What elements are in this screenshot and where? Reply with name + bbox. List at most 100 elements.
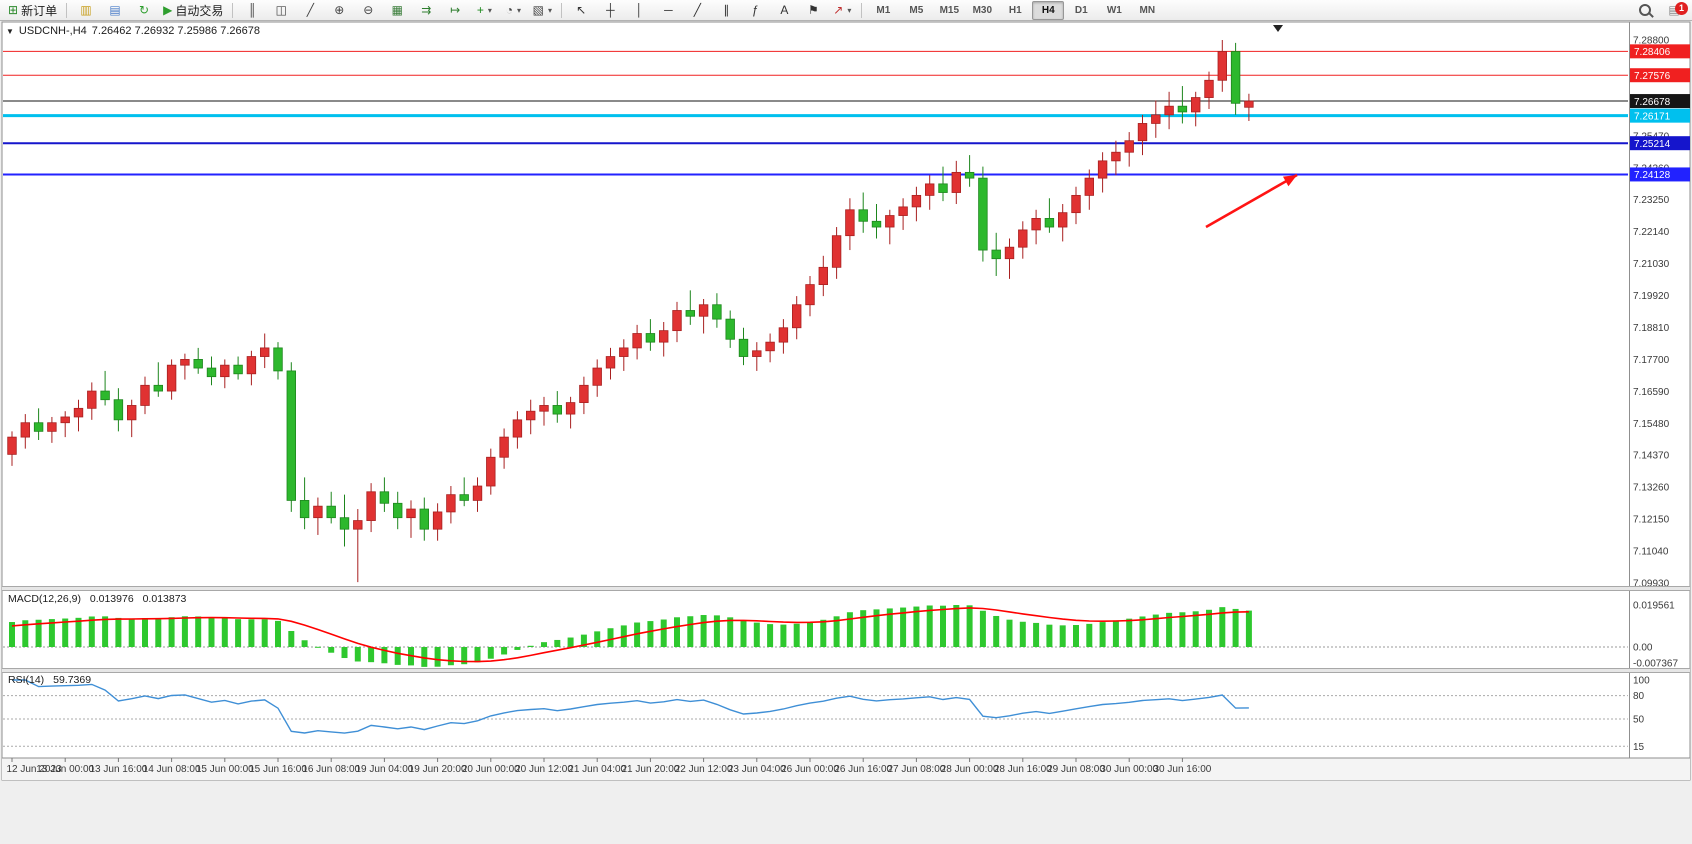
candle-body [499,436,509,458]
periods-button[interactable]: ◔ ▾ [499,1,527,20]
text-label-button[interactable]: ⚑ [799,1,827,20]
chart-shift-button[interactable]: ↦ [441,1,469,20]
candle-body [366,491,376,521]
bar-chart-button[interactable]: ║ [238,1,266,20]
macd-histogram-bar [900,607,907,647]
text-icon: A [780,3,789,17]
macd-axis-tick: 0.00 [1633,643,1653,654]
toolbar-separator [232,2,234,18]
equidistant-channel-button[interactable]: ∥ [712,1,740,20]
trendline-button[interactable]: ╱ [683,1,711,20]
y-axis-tick: 7.18810 [1633,323,1670,334]
templates-button[interactable]: ▧ ▾ [528,1,556,20]
timeframe-m1-button[interactable]: M1 [876,4,891,16]
candle-body [951,171,962,193]
macd-histogram-bar [142,618,148,647]
symbol-dropdown-icon[interactable]: ▼ [6,26,14,36]
macd-histogram-bar [221,617,228,647]
macd-histogram-bar [75,617,82,647]
x-axis-label: 14 Jun 08:00 [143,764,201,775]
timeframe-m15-button[interactable]: M15 [939,4,960,16]
fibonacci-button[interactable]: ƒ [741,1,769,20]
timeframe-w1-button[interactable]: W1 [1106,4,1122,16]
timeframe-d1-button[interactable]: D1 [1074,4,1088,16]
search-button[interactable] [1631,1,1659,20]
macd-histogram-bar [979,610,986,647]
timeframe-m30-button[interactable]: M30 [972,4,993,16]
date-axis-strip[interactable] [2,758,1690,780]
candlestick-chart-button[interactable]: ◫ [267,1,295,20]
indicators-button[interactable]: + ▾ [470,1,498,20]
candle-body [925,183,935,196]
crosshair-button[interactable]: ┼ [596,1,624,20]
candle-body [326,505,336,519]
x-axis-label: 22 Jun 12:00 [675,764,733,775]
templates-icon: ▧ [532,3,544,17]
periods-icon: ◔ [505,3,513,17]
annotation-arrow-line[interactable] [1205,173,1298,229]
panel-splitter[interactable] [2,586,1690,591]
candle-body [712,304,722,320]
zoom-in-icon: ⊕ [334,3,345,17]
x-axis-label: 20 Jun 12:00 [515,764,573,775]
candle-body [246,356,257,375]
macd-histogram-bar [966,605,973,647]
candle-body [432,511,443,530]
price-line-label: 7.25214 [1634,139,1671,150]
candle-body [472,485,483,501]
macd-histogram-bar [487,647,494,659]
macd-histogram-bar [394,647,401,665]
auto-scroll-button[interactable]: ⇉ [412,1,440,20]
y-axis-tick: 7.17700 [1633,355,1670,366]
line-chart-button[interactable]: ╱ [296,1,324,20]
market-watch-button[interactable]: ▥ [72,1,100,20]
y-axis-tick: 7.09930 [1633,579,1670,590]
panel-splitter[interactable] [2,668,1690,673]
cursor-button[interactable]: ↖ [567,1,595,20]
navigator-button[interactable]: ▤ [101,1,129,20]
macd-histogram-bar [687,616,694,647]
notifications-button[interactable]: ▤ 1 [1660,1,1688,20]
macd-histogram-bar [9,622,15,647]
y-axis-tick: 7.11040 [1633,547,1669,558]
horizontal-line-button[interactable]: ─ [654,1,682,20]
macd-histogram-bar [886,608,893,647]
chart-shift-marker-icon[interactable] [1273,25,1283,32]
text-button[interactable]: A [770,1,798,20]
macd-histogram-bar [88,616,95,647]
timeframe-mn-button[interactable]: MN [1139,4,1156,16]
candle-body [1044,218,1055,228]
macd-histogram-bar [767,624,774,647]
macd-histogram-bar [368,647,375,663]
x-axis-label: 19 Jun 20:00 [409,764,467,775]
toolbar-separator [561,2,563,18]
y-axis-tick: 7.13260 [1633,483,1670,494]
arrows-button[interactable]: ↗ ▾ [828,1,856,20]
autotrading-button[interactable]: ▶ 自动交易 [159,1,227,20]
y-axis-tick: 7.22140 [1633,227,1670,238]
macd-histogram-bar [248,619,255,647]
auto-scroll-icon: ⇉ [421,3,432,17]
macd-histogram-bar [1046,624,1053,647]
timeframe-h1-button[interactable]: H1 [1008,4,1022,16]
candle-body [579,384,589,403]
cursor-icon: ↖ [576,3,587,17]
candle-body [1217,51,1228,81]
candle-body [698,304,709,317]
vertical-line-button[interactable]: │ [625,1,653,20]
candle-body [1191,97,1201,113]
timeframe-m5-button[interactable]: M5 [909,4,924,16]
refresh-icon: ↻ [139,3,150,17]
tile-windows-button[interactable]: ▦ [383,1,411,20]
refresh-button[interactable]: ↻ [130,1,158,20]
x-axis-label: 23 Jun 04:00 [728,764,786,775]
zoom-out-button[interactable]: ⊖ [354,1,382,20]
candle-body [565,402,576,415]
navigator-icon: ▤ [109,3,121,17]
new-order-button[interactable]: ⊞ 新订单 [4,1,61,20]
timeframe-h4-button[interactable]: H4 [1032,0,1065,20]
zoom-in-button[interactable]: ⊕ [325,1,353,20]
rsi-name: RSI(14) [8,674,45,686]
